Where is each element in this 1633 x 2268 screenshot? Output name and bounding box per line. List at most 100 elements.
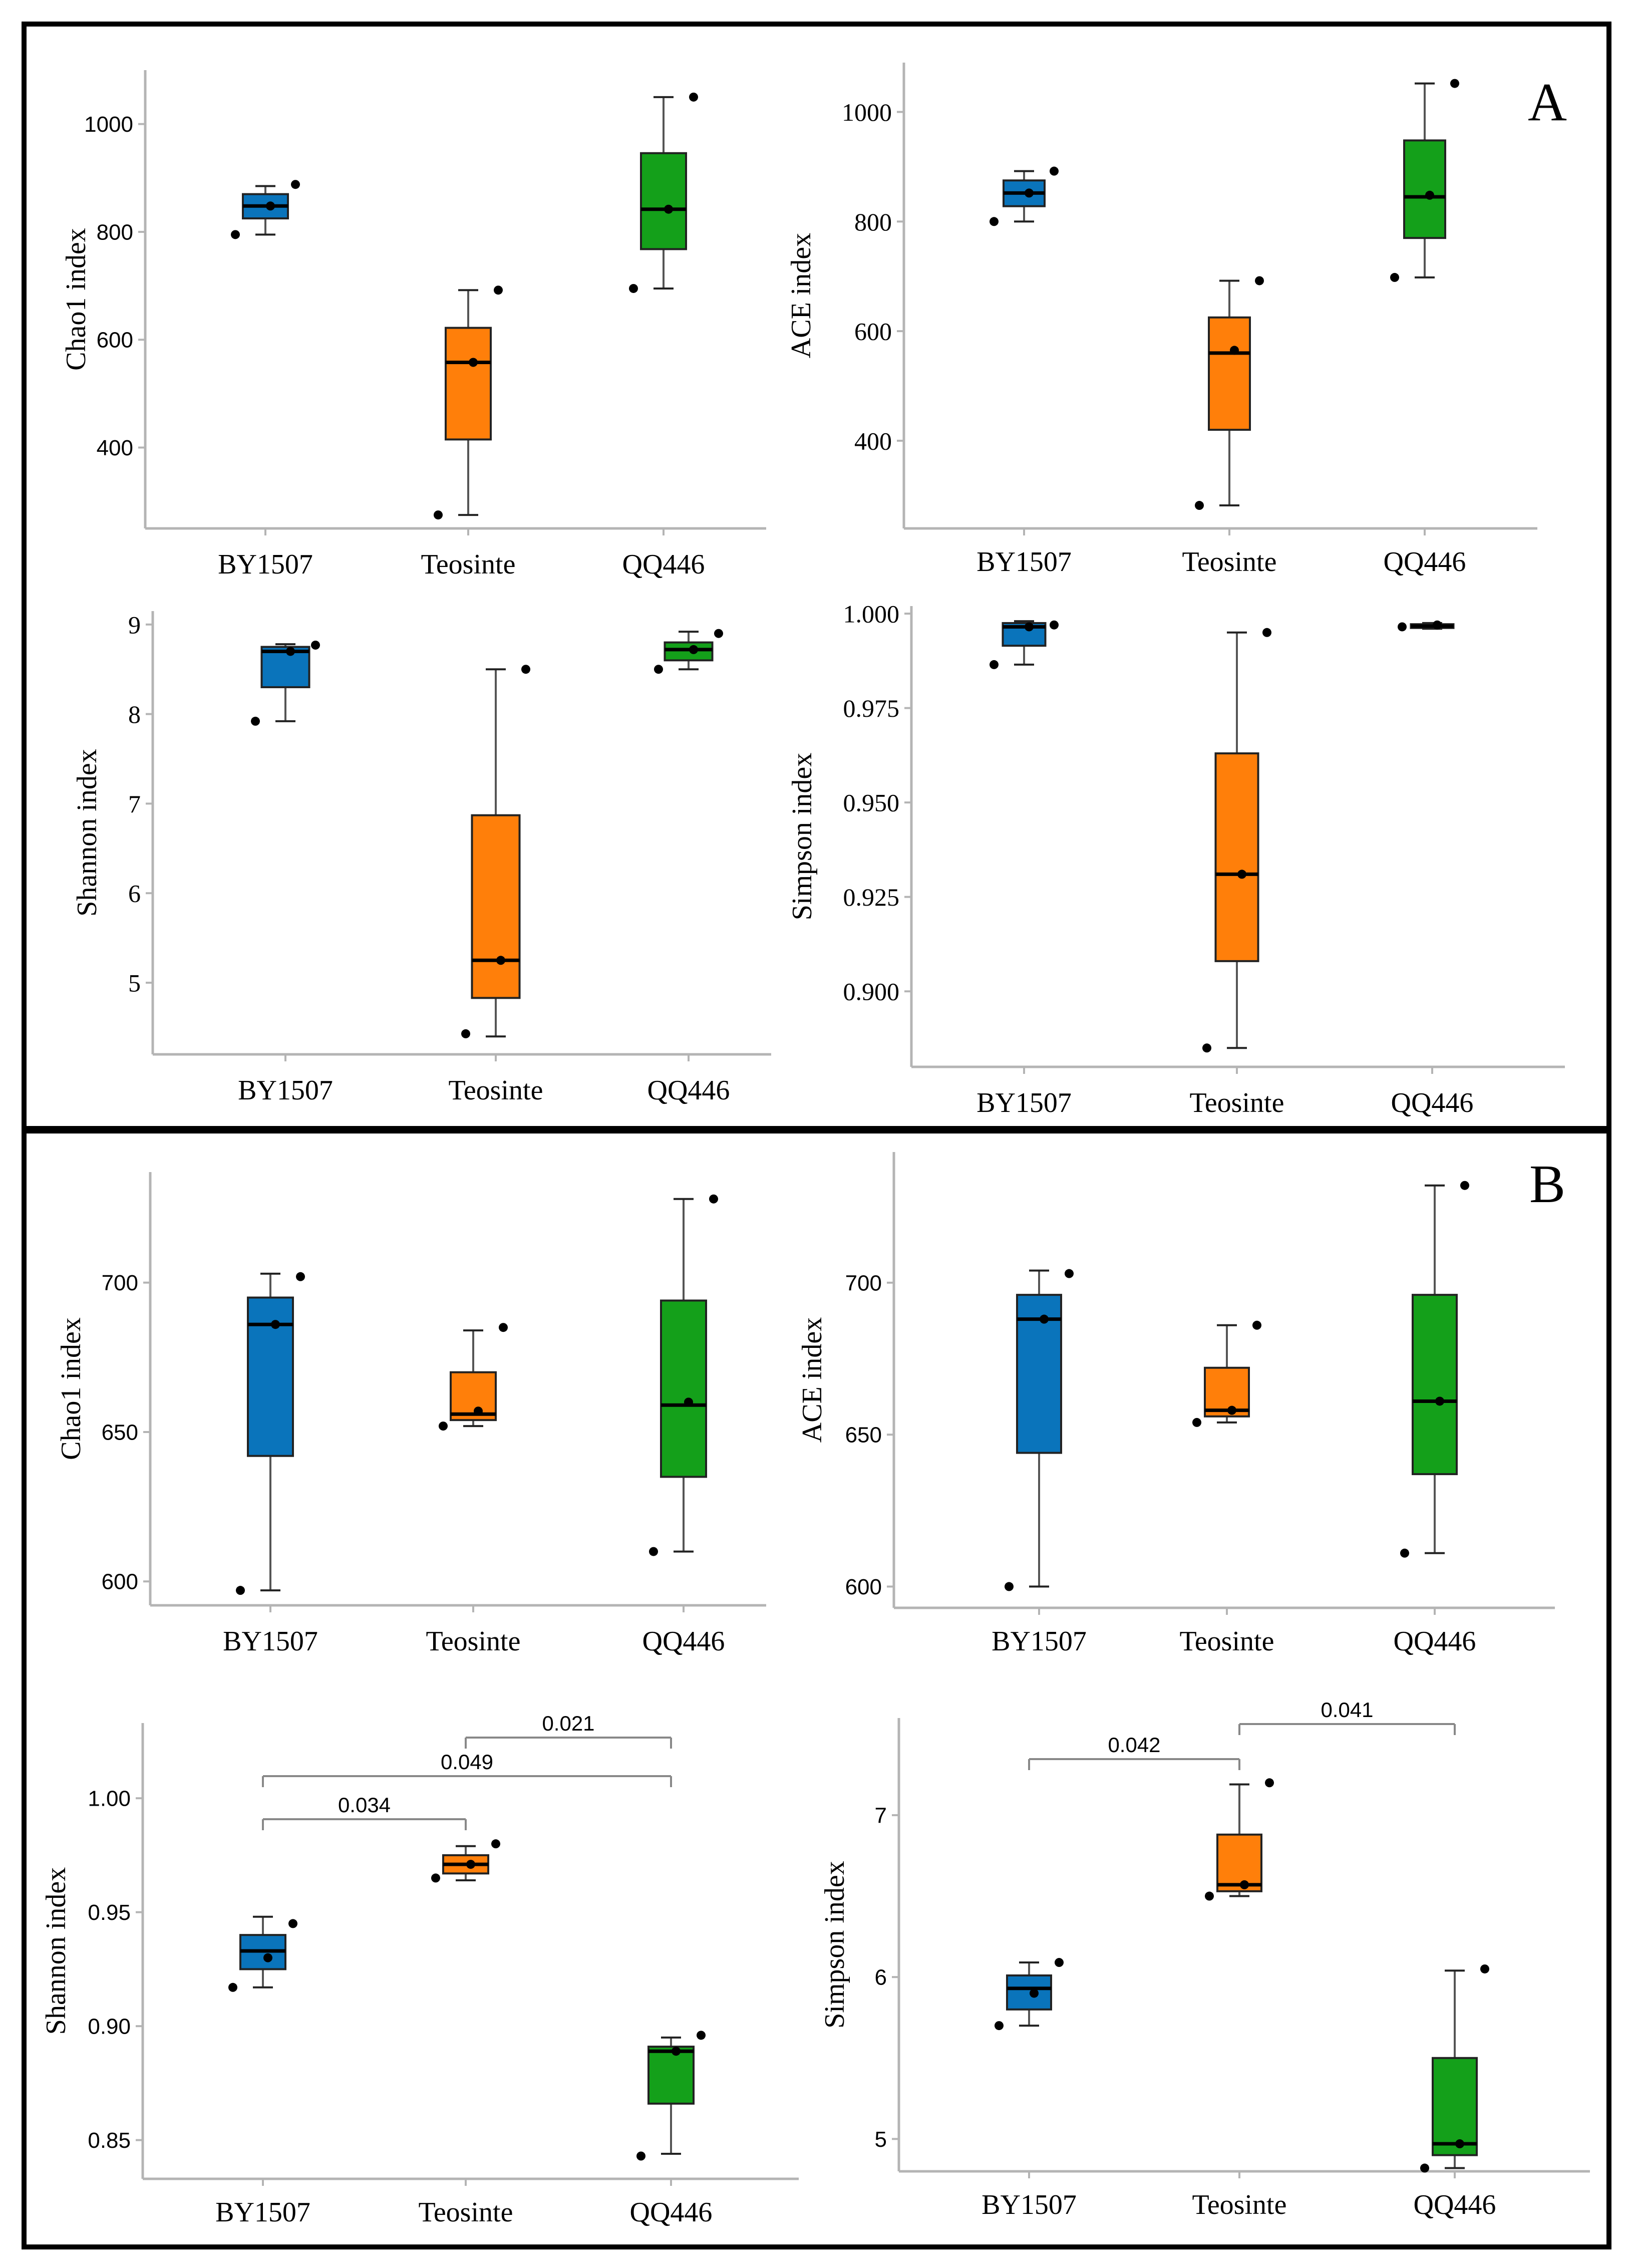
x-tick-label: QQ446 [647,1075,730,1106]
y-tick-label: 1000 [84,112,133,137]
data-point [1262,628,1271,637]
data-point [1390,272,1399,282]
box-qq446 [647,2046,695,2105]
data-point [990,217,999,226]
data-point [1460,1181,1469,1190]
y-tick-label: 800 [97,220,133,244]
data-point [1450,79,1459,88]
x-tick-label: BY1507 [992,1626,1087,1657]
data-point [474,1406,483,1416]
y-tick-label: 650 [845,1423,882,1448]
data-point [1040,1314,1049,1324]
data-point [466,1860,475,1869]
y-tick-label: 1.000 [843,600,900,628]
data-point [1065,1269,1074,1278]
x-tick-label: Teosinte [419,2197,513,2228]
box-teosinte [1214,752,1259,962]
data-point [236,1586,245,1595]
data-point [266,201,275,211]
y-tick-label: 6 [128,880,141,908]
data-point [1398,622,1407,632]
box-teosinte [445,327,492,441]
y-axis-label: ACE index [797,1317,828,1443]
box-teosinte [471,814,521,999]
y-axis-label: Chao1 index [61,228,92,371]
y-tick-label: 600 [854,318,892,346]
x-tick-label: QQ446 [630,2197,713,2228]
y-axis-label: Shannon index [41,1867,72,2035]
y-tick-label: 0.925 [843,883,900,911]
data-point [1030,1989,1039,1998]
data-point [1255,276,1264,286]
data-point [697,2031,706,2040]
y-tick-label: 400 [97,436,133,460]
x-tick-label: Teosinte [1180,1626,1274,1657]
y-tick-label: 6 [875,1965,887,1990]
data-point [1192,1418,1201,1427]
data-point [439,1422,448,1431]
data-point [431,1873,440,1883]
x-tick-label: Teosinte [1192,2189,1287,2220]
box-by1507 [1006,1974,1052,2011]
data-point [1025,188,1034,198]
data-point [1237,870,1246,879]
data-point [1055,1958,1064,1967]
boxplot-8: 5 6 7 Simpson index BY1507 Teosinte QQ446 0.042… [819,1698,1590,2220]
box-teosinte [1204,1366,1250,1418]
panel-b-label: B [1529,1155,1565,1214]
data-point [689,645,698,654]
x-tick-label: BY1507 [218,549,313,580]
y-axis-label: ACE index [786,233,817,358]
data-point [288,1919,297,1928]
data-point [1050,620,1059,630]
data-point [654,665,663,674]
y-tick-label: 1.00 [88,1787,131,1811]
data-point [469,358,478,367]
boxplot-6: 600 650 700 ACE index BY1507 Teosinte QQ446 [797,1152,1555,1657]
box-qq446 [660,1299,707,1478]
panel-a-label: A [1528,73,1567,132]
x-tick-label: QQ446 [1414,2189,1496,2220]
data-point [228,1982,237,1992]
y-tick-label: 0.975 [843,694,900,722]
data-point [1240,1880,1249,1889]
y-tick-label: 800 [854,208,892,236]
data-point [296,1272,305,1281]
box-teosinte [1208,316,1251,431]
y-tick-label: 9 [128,611,141,639]
box-by1507 [247,1296,294,1457]
y-tick-label: 0.900 [843,978,900,1006]
y-tick-label: 600 [845,1575,882,1599]
data-point [1400,1548,1409,1558]
data-point [1227,1405,1236,1415]
box-qq446 [1432,2057,1478,2156]
data-point [1420,2163,1429,2173]
x-tick-label: BY1507 [215,2197,310,2228]
x-tick-label: BY1507 [976,546,1072,578]
boxplot-4: 0.900 0.925 0.950 0.975 1.000 Simpson index BY… [787,600,1565,1118]
data-point [521,665,530,674]
data-point [1005,1582,1014,1591]
x-tick-label: BY1507 [223,1626,318,1657]
y-tick-label: 7 [875,1803,887,1828]
panel-b-frame [22,1128,1611,2249]
data-point [714,629,723,638]
box-by1507 [1016,1294,1062,1454]
p-value-label: 0.042 [1108,1733,1160,1757]
y-tick-label: 8 [128,700,141,728]
y-tick-label: 600 [97,328,133,353]
data-point [1435,1396,1444,1406]
data-point [434,510,443,520]
data-point [1230,346,1239,355]
data-point [684,1397,693,1407]
data-point [629,284,638,293]
data-point [461,1029,470,1038]
x-tick-label: QQ446 [1391,1087,1474,1118]
data-point [499,1323,508,1332]
data-point [709,1194,718,1204]
data-point [251,716,260,726]
p-value-label: 0.034 [338,1793,391,1817]
data-point [990,660,999,669]
data-point [636,2151,645,2161]
